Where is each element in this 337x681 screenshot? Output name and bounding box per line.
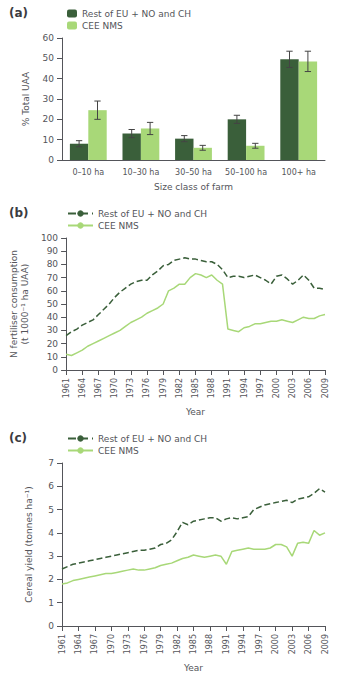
svg-text:0: 0 (52, 365, 58, 375)
svg-text:1982: 1982 (173, 634, 182, 654)
svg-text:1991: 1991 (223, 378, 232, 398)
svg-text:1994: 1994 (240, 378, 249, 398)
svg-text:1961: 1961 (62, 378, 71, 398)
svg-text:40: 40 (43, 74, 55, 84)
svg-text:30: 30 (43, 94, 55, 104)
svg-text:(c): (c) (9, 431, 27, 445)
svg-text:90: 90 (47, 246, 59, 256)
svg-text:30–50 ha: 30–50 ha (175, 168, 212, 177)
svg-text:Rest of EU + NO and CH: Rest of EU + NO and CH (82, 9, 191, 19)
svg-text:Cereal yield (tonnes ha⁻¹): Cereal yield (tonnes ha⁻¹) (24, 486, 34, 602)
svg-text:3: 3 (48, 551, 54, 561)
svg-text:1985: 1985 (189, 634, 198, 654)
svg-text:1970: 1970 (110, 378, 119, 398)
svg-text:60: 60 (43, 33, 55, 43)
svg-text:100: 100 (41, 233, 58, 243)
svg-text:70: 70 (47, 273, 59, 283)
svg-text:1991: 1991 (222, 634, 231, 654)
svg-text:1964: 1964 (74, 634, 83, 654)
svg-text:2003: 2003 (288, 378, 297, 398)
svg-text:(t 1000⁻¹ ha UAA): (t 1000⁻¹ ha UAA) (20, 264, 30, 345)
svg-text:Rest of EU + NO and CH: Rest of EU + NO and CH (98, 209, 207, 219)
svg-text:1988: 1988 (205, 634, 214, 654)
svg-text:60: 60 (47, 286, 59, 296)
svg-text:2009: 2009 (321, 634, 330, 654)
svg-text:2009: 2009 (321, 378, 330, 398)
svg-text:100+ ha: 100+ ha (281, 168, 316, 177)
svg-text:10: 10 (43, 135, 55, 145)
svg-text:1985: 1985 (191, 378, 200, 398)
svg-text:10–30 ha: 10–30 ha (122, 168, 159, 177)
svg-text:CEE NMS: CEE NMS (98, 221, 139, 231)
svg-text:5: 5 (48, 505, 54, 515)
svg-text:1979: 1979 (156, 634, 165, 654)
svg-text:50: 50 (43, 53, 55, 63)
svg-text:50–100 ha: 50–100 ha (225, 168, 267, 177)
svg-text:Year: Year (183, 663, 203, 673)
svg-text:7: 7 (48, 458, 54, 468)
svg-text:2006: 2006 (304, 378, 313, 398)
svg-text:1970: 1970 (107, 634, 116, 654)
svg-text:6: 6 (48, 481, 54, 491)
svg-text:80: 80 (47, 259, 59, 269)
svg-text:1967: 1967 (94, 378, 103, 398)
svg-text:1994: 1994 (238, 634, 247, 654)
svg-text:(b): (b) (9, 206, 29, 220)
svg-text:10: 10 (47, 352, 59, 362)
svg-text:(a): (a) (9, 6, 28, 20)
svg-text:1988: 1988 (207, 378, 216, 398)
svg-text:20: 20 (43, 114, 55, 124)
svg-text:0: 0 (48, 155, 54, 165)
svg-text:1973: 1973 (123, 634, 132, 654)
svg-text:CEE NMS: CEE NMS (98, 446, 139, 456)
svg-text:4: 4 (48, 528, 54, 538)
svg-text:0: 0 (48, 621, 54, 631)
svg-text:1997: 1997 (256, 378, 265, 398)
svg-text:2003: 2003 (288, 634, 297, 654)
svg-text:1961: 1961 (58, 634, 67, 654)
svg-text:% Total UAA: % Total UAA (21, 71, 31, 126)
svg-text:20: 20 (47, 339, 59, 349)
svg-text:1: 1 (48, 598, 54, 608)
svg-text:1976: 1976 (142, 378, 151, 398)
svg-text:2006: 2006 (304, 634, 313, 654)
svg-text:1979: 1979 (159, 378, 168, 398)
svg-text:Size class of farm: Size class of farm (154, 182, 233, 192)
svg-text:1982: 1982 (175, 378, 184, 398)
svg-text:50: 50 (47, 299, 59, 309)
svg-text:Year: Year (185, 407, 205, 417)
svg-text:30: 30 (47, 325, 59, 335)
svg-text:1964: 1964 (78, 378, 87, 398)
svg-text:1967: 1967 (90, 634, 99, 654)
svg-text:2000: 2000 (271, 634, 280, 654)
svg-text:1973: 1973 (126, 378, 135, 398)
svg-text:CEE NMS: CEE NMS (82, 21, 123, 31)
svg-text:N fertiliser consumption: N fertiliser consumption (9, 250, 19, 358)
svg-text:1997: 1997 (255, 634, 264, 654)
svg-text:40: 40 (47, 312, 59, 322)
svg-text:1976: 1976 (140, 634, 149, 654)
svg-text:2: 2 (48, 574, 54, 584)
svg-text:2000: 2000 (272, 378, 281, 398)
svg-text:Rest of EU + NO and CH: Rest of EU + NO and CH (98, 434, 207, 444)
svg-text:0–10 ha: 0–10 ha (72, 168, 104, 177)
